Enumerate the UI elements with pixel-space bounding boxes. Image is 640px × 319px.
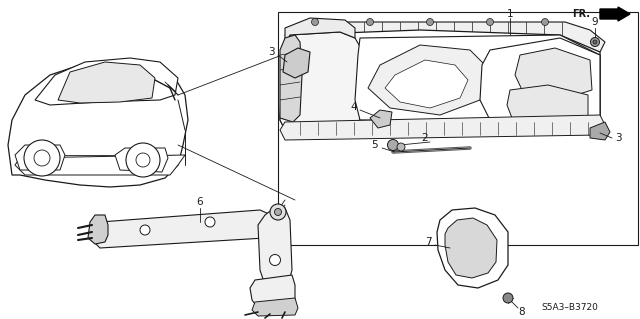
- Circle shape: [126, 143, 160, 177]
- Circle shape: [591, 38, 600, 47]
- Circle shape: [275, 209, 282, 216]
- Text: 6: 6: [196, 197, 204, 207]
- Text: 9: 9: [592, 17, 598, 27]
- Polygon shape: [250, 275, 295, 308]
- Polygon shape: [283, 48, 310, 78]
- Polygon shape: [370, 110, 392, 128]
- Circle shape: [34, 150, 50, 166]
- Circle shape: [269, 255, 280, 265]
- Bar: [278, 12, 638, 245]
- Text: 8: 8: [518, 307, 525, 317]
- Polygon shape: [35, 58, 178, 105]
- Polygon shape: [92, 210, 278, 248]
- Polygon shape: [515, 48, 592, 100]
- Polygon shape: [280, 32, 365, 130]
- Circle shape: [270, 204, 286, 220]
- Circle shape: [503, 293, 513, 303]
- Polygon shape: [445, 218, 497, 278]
- Text: 3: 3: [614, 133, 621, 143]
- Circle shape: [140, 225, 150, 235]
- Polygon shape: [15, 145, 65, 170]
- Polygon shape: [88, 215, 108, 244]
- Circle shape: [312, 19, 319, 26]
- Polygon shape: [385, 60, 468, 108]
- Circle shape: [426, 19, 433, 26]
- Polygon shape: [15, 155, 185, 175]
- Polygon shape: [258, 205, 292, 290]
- Text: 2: 2: [422, 133, 428, 143]
- Circle shape: [367, 19, 374, 26]
- Polygon shape: [355, 35, 600, 122]
- Text: 4: 4: [351, 102, 357, 112]
- Text: S5A3–B3720: S5A3–B3720: [541, 302, 598, 311]
- Circle shape: [486, 19, 493, 26]
- Polygon shape: [252, 298, 298, 316]
- Polygon shape: [280, 30, 600, 130]
- Polygon shape: [368, 45, 490, 115]
- Polygon shape: [507, 85, 588, 125]
- Polygon shape: [58, 62, 155, 103]
- Polygon shape: [480, 38, 600, 125]
- Text: 1: 1: [507, 9, 513, 19]
- Text: 7: 7: [425, 237, 431, 247]
- Circle shape: [205, 217, 215, 227]
- FancyArrow shape: [600, 7, 630, 21]
- Polygon shape: [115, 148, 168, 172]
- Circle shape: [593, 40, 597, 44]
- Polygon shape: [437, 208, 508, 288]
- Circle shape: [397, 143, 405, 151]
- Text: 5: 5: [372, 140, 378, 150]
- Circle shape: [24, 140, 60, 176]
- Text: FR.: FR.: [572, 9, 590, 19]
- Polygon shape: [280, 35, 302, 122]
- Polygon shape: [285, 22, 605, 52]
- Circle shape: [541, 19, 548, 26]
- Polygon shape: [285, 18, 355, 45]
- Text: 3: 3: [268, 47, 275, 57]
- Circle shape: [136, 153, 150, 167]
- Polygon shape: [8, 62, 188, 187]
- Polygon shape: [590, 122, 610, 140]
- Circle shape: [387, 139, 399, 151]
- Polygon shape: [280, 115, 605, 140]
